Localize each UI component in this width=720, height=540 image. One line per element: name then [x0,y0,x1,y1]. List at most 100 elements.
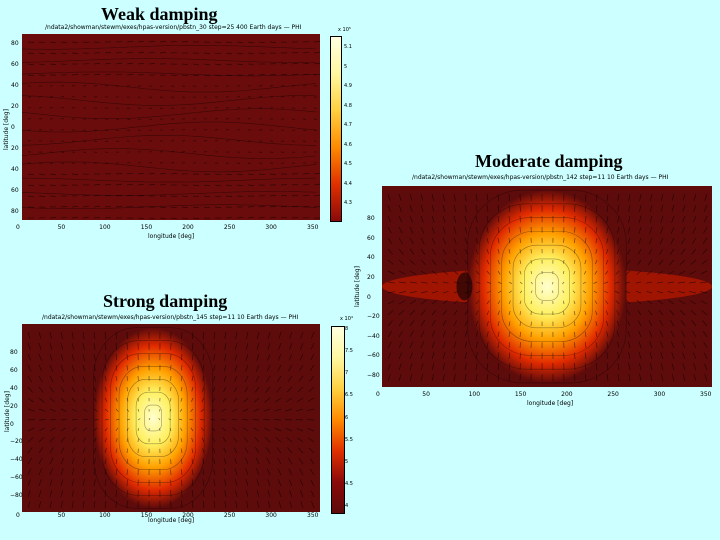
weak-wind-vector [313,41,320,43]
moderate-wind-vector [541,281,543,285]
strong-wind-vector [38,364,43,372]
strong-wind-vector [222,437,227,443]
strong-wind-vector [265,386,271,393]
strong-wind-vector [126,479,128,487]
moderate-wind-vector [563,259,565,264]
strong-xtick-4: 200 [182,512,194,519]
moderate-wind-vector [431,374,435,382]
strong-wind-vector [180,375,183,381]
strong-xtick-2: 100 [99,512,111,519]
moderate-wind-vector [574,226,576,233]
strong-wind-vector [104,490,107,498]
moderate-wind-vector [671,193,675,201]
moderate-wind-vector [616,237,620,244]
moderate-wind-vector [475,290,481,294]
moderate-wind-vector [442,237,447,245]
moderate-wind-vector [497,362,500,371]
moderate-wind-vector [409,248,415,255]
strong-wind-vector [267,490,271,498]
weak-wind-vector [137,62,145,65]
strong-wind-vector [202,490,205,498]
moderate-wind-vector [464,352,467,360]
strong-wind-vector [38,468,43,476]
strong-wind-vector [169,427,172,432]
moderate-wind-vector [626,259,631,265]
moderate-wind-vector [420,352,424,360]
weak-wind-vector [126,62,133,65]
strong-wind-vector [310,468,315,476]
weak-wind-vector [203,52,211,54]
weak-wind-vector [115,194,122,197]
strong-wind-vector [212,437,216,443]
moderate-wind-vector [464,204,467,212]
strong-ytick-0: 80 [10,349,18,356]
moderate-wind-vector [519,237,521,244]
weak-wind-vector [159,172,167,175]
moderate-wind-vector [475,226,478,234]
strong-contour-line [110,353,196,483]
moderate-wind-vector [453,320,457,327]
strong-wind-vector [180,458,183,465]
moderate-wind-vector [637,248,642,255]
strong-wind-vector [115,489,118,498]
weak-wind-vector [313,62,320,65]
weak-ytick-2: 40 [11,82,19,89]
moderate-wind-vector [464,363,467,371]
strong-cbar-tick-5: 5.5 [345,436,353,443]
moderate-wind-vector [486,237,489,244]
strong-wind-vector [170,438,172,443]
strong-wind-vector [202,342,205,350]
strong-wind-vector [49,457,54,465]
moderate-ytick-6: −40 [367,332,380,340]
moderate-wind-vector [692,215,697,223]
weak-wind-vector [137,51,144,54]
strong-wind-vector [180,427,183,432]
moderate-ytick-0: 80 [367,215,375,222]
strong-wind-vector [253,397,260,403]
strong-wind-vector [104,375,107,382]
moderate-wind-vector [605,310,609,316]
strong-wind-vector [252,419,260,421]
weak-wind-vector [126,172,133,175]
svg-weak-background [22,34,320,220]
moderate-wind-vector [475,215,478,223]
strong-wind-vector [93,427,98,432]
strong-wind-vector [93,447,97,454]
moderate-wind-vector [398,363,402,371]
moderate-wind-vector [453,204,456,212]
strong-wind-vector [71,447,75,454]
moderate-wind-vector [508,193,510,202]
strong-wind-vector [286,386,293,393]
weak-wind-vector [38,41,46,44]
strong-wind-vector [254,436,260,443]
weak-contour-line [22,177,317,183]
strong-wind-vector [181,342,183,350]
strong-wind-vector [286,437,293,443]
weak-wind-vector [82,205,89,208]
moderate-wind-vector [519,300,522,305]
weak-contour-map [22,34,320,220]
weak-wind-vector [27,74,35,77]
moderate-wind-vector [431,226,435,234]
moderate-wind-vector [420,299,427,305]
strong-wind-vector [126,418,131,421]
weak-contour-line [22,81,317,93]
strong-wind-vector [38,419,46,421]
strong-wind-vector [60,501,63,509]
strong-wind-vector [126,375,128,381]
moderate-wind-vector [647,259,653,266]
weak-wind-vector [60,173,67,176]
moderate-xtick-3: 150 [514,391,527,398]
weak-wind-vector [115,183,122,186]
weak-wind-vector [181,41,189,43]
moderate-wind-vector [464,290,470,294]
strong-wind-vector [49,397,55,403]
moderate-wind-vector [431,352,435,360]
moderate-wind-vector [486,331,489,338]
strong-wind-vector [242,419,249,421]
moderate-wind-vector [409,193,413,201]
moderate-wind-vector [659,319,664,327]
moderate-wind-vector [594,270,598,275]
weak-wind-vector [214,52,221,55]
weak-wind-vector [49,217,57,219]
